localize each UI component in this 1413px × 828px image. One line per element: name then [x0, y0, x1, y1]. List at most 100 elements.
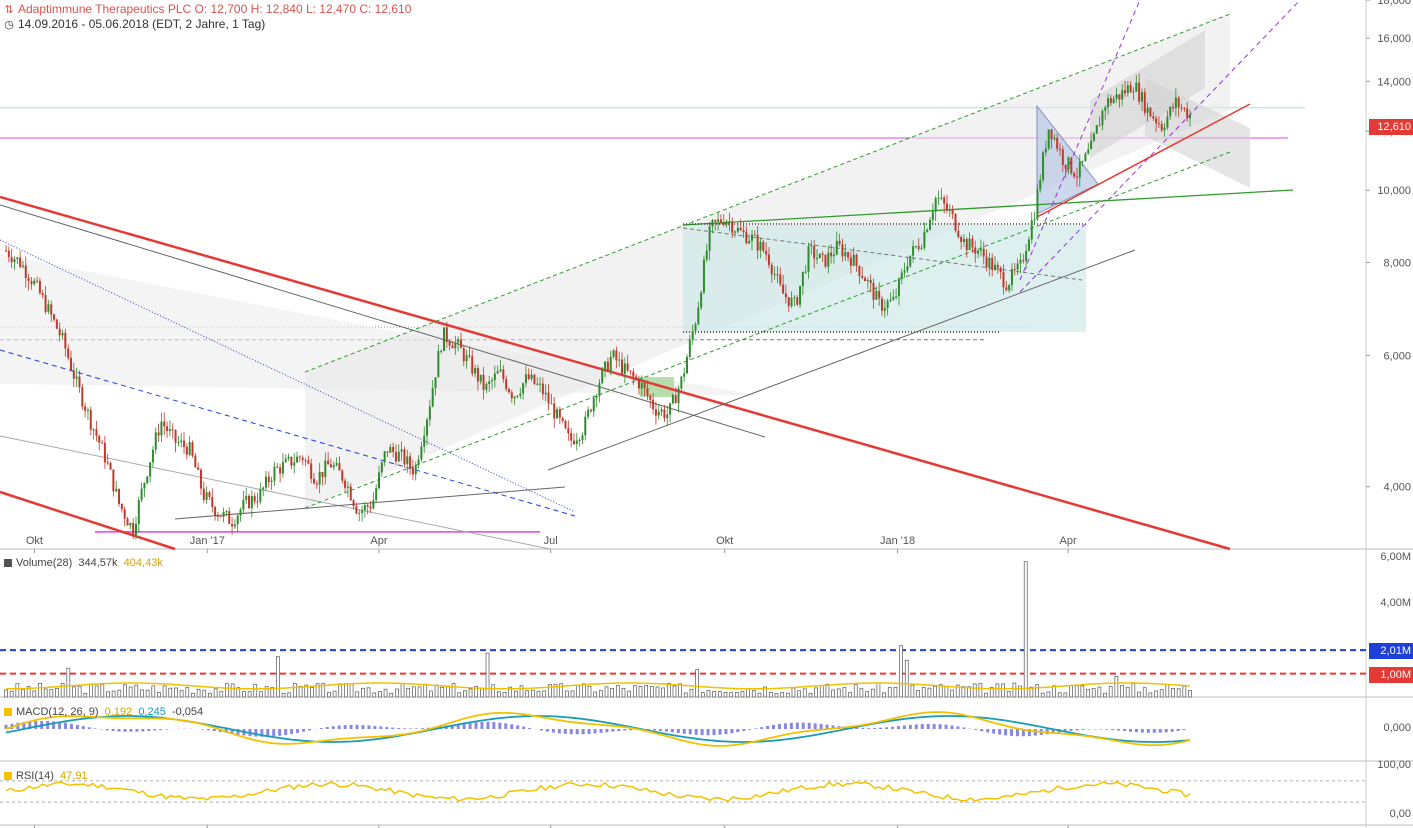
candle-body — [654, 409, 657, 416]
volume-bar — [168, 687, 173, 698]
candle-body — [1022, 260, 1025, 262]
candle-body — [657, 411, 660, 416]
volume-bar — [531, 689, 535, 698]
candle-body — [267, 476, 270, 482]
candle-body — [971, 238, 974, 248]
candle-body — [940, 197, 943, 199]
candle-body — [154, 432, 157, 450]
candle-body — [86, 409, 89, 411]
macd-histogram-bar — [653, 729, 657, 731]
macd-histogram-bar — [998, 729, 1002, 735]
candle-body — [872, 283, 875, 300]
volume-bar — [972, 683, 977, 698]
volume-bar — [463, 690, 467, 698]
volume-bar — [927, 687, 932, 698]
candle-body — [1124, 90, 1127, 94]
candle-body — [5, 250, 7, 252]
macd-line — [5, 711, 1191, 747]
candle-body — [24, 265, 27, 279]
volume-bar — [627, 690, 632, 698]
macd-histogram-bar — [129, 729, 133, 732]
candle-body — [1087, 149, 1090, 154]
candle-body — [584, 416, 587, 436]
candle-body — [400, 449, 403, 452]
volume-bar — [446, 686, 450, 698]
volume-bar — [570, 690, 575, 698]
macd-histogram-bar — [1004, 729, 1008, 736]
candle-body — [248, 495, 251, 509]
macd-histogram-bar — [81, 726, 85, 729]
candle-body — [344, 480, 347, 488]
volume-bar — [100, 684, 105, 698]
volume-bar — [916, 690, 920, 698]
candle-body — [815, 258, 818, 260]
volume-bar — [304, 684, 309, 698]
candle-body — [660, 409, 663, 412]
candle-body — [321, 472, 324, 478]
macd-histogram-bar — [343, 725, 347, 729]
candle-body — [765, 250, 768, 255]
volume-bar — [729, 692, 733, 698]
candle-body — [134, 523, 137, 535]
macd-histogram-bar — [736, 729, 740, 733]
macd-histogram-bar — [700, 729, 704, 736]
candle-body — [948, 209, 951, 211]
volume-bar — [468, 688, 473, 698]
candle-body — [296, 456, 299, 463]
macd-histogram-bar — [956, 726, 960, 729]
volume-bar — [219, 691, 224, 698]
candle-body — [143, 482, 146, 489]
candle-body — [1067, 157, 1070, 169]
macd-histogram-bar — [1129, 729, 1133, 732]
candle-body — [578, 440, 581, 442]
candle-body — [380, 462, 383, 473]
macd-histogram-bar — [135, 729, 139, 732]
volume-bar — [1103, 692, 1107, 698]
candle-body — [41, 293, 44, 296]
candle-body — [612, 350, 615, 357]
candle-body — [273, 466, 276, 481]
candle-body — [510, 392, 513, 399]
candle-body — [1010, 269, 1013, 285]
candle-body — [635, 376, 638, 380]
candle-body — [694, 324, 697, 331]
rsi-line — [5, 781, 1191, 802]
volume-bar — [77, 685, 82, 698]
candle-body — [564, 420, 567, 429]
candle-body — [211, 496, 214, 507]
candle-body — [1121, 90, 1124, 100]
volume-bar — [1086, 688, 1090, 698]
candle-body — [431, 388, 434, 407]
x-tick-label: Okt — [716, 535, 733, 547]
candle-body — [945, 203, 948, 211]
volume-bar — [1131, 683, 1136, 698]
candle-body — [926, 229, 929, 232]
volume-bar — [310, 686, 314, 698]
macd-histogram-bar — [688, 729, 692, 735]
macd-histogram-bar — [944, 724, 948, 729]
volume-bar — [848, 692, 852, 698]
candle-body — [126, 518, 129, 526]
candle-body — [790, 297, 793, 307]
volume-bar — [553, 683, 558, 698]
volume-bar — [162, 685, 167, 698]
volume-bar — [836, 688, 841, 698]
candle-body — [1172, 107, 1175, 109]
volume-bar — [1029, 686, 1034, 698]
candle-body — [1104, 107, 1107, 111]
candle-body — [609, 356, 612, 371]
volume-bar — [66, 667, 71, 698]
candle-body — [767, 254, 770, 265]
candle-body — [861, 275, 864, 278]
volume-bar — [179, 690, 184, 698]
candle-body — [208, 492, 211, 497]
volume-bar — [508, 686, 513, 698]
candle-body — [847, 252, 850, 258]
macd-histogram-bar — [1170, 729, 1174, 732]
macd-histogram-bar — [712, 729, 716, 736]
candle-body — [324, 460, 327, 478]
macd-histogram-bar — [551, 729, 555, 733]
volume-bar — [21, 689, 25, 698]
volume-bar — [157, 692, 161, 698]
candle-body — [1174, 97, 1177, 109]
